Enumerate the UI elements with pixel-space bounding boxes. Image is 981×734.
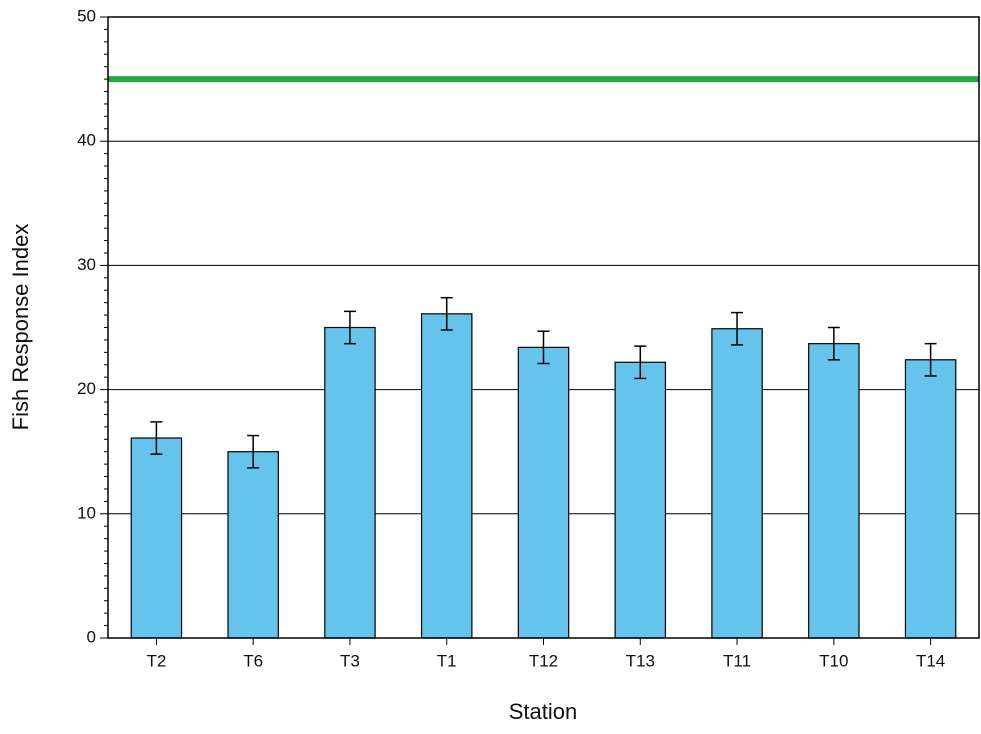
x-axis-title: Station [509,699,578,724]
x-tick-label: T13 [626,651,655,670]
y-tick-label: 40 [77,131,96,150]
bar [130,437,183,639]
x-tick-label: T3 [340,651,360,670]
error-bar [150,421,163,455]
bar [904,359,957,639]
y-tick-label: 0 [87,627,96,646]
x-tick-label: T10 [819,651,848,670]
y-tick-label: 20 [77,379,96,398]
x-tick-label: T1 [437,651,457,670]
y-tick-label: 10 [77,503,96,522]
error-bar [440,296,453,331]
error-bar [634,345,647,380]
error-bar [343,310,356,345]
plot-frame [107,16,980,639]
error-bar [247,434,260,469]
error-bar [827,326,840,361]
y-tick-label: 50 [77,6,96,25]
x-tick-label: T12 [529,651,558,670]
x-tick-label: T6 [243,651,263,670]
bar [324,326,376,639]
y-tick-label: 30 [77,255,96,274]
bar [614,361,667,639]
error-bar [924,342,937,377]
x-tick-label: T2 [146,651,166,670]
bar [227,451,279,639]
y-axis-title: Fish Response Index [8,224,33,431]
error-bar [731,311,744,346]
bar [420,313,473,639]
error-bar [537,330,550,365]
x-tick-label: T14 [916,651,945,670]
bar [808,343,860,639]
bar [711,328,763,639]
bar [517,346,570,639]
x-tick-label: T11 [723,651,751,670]
